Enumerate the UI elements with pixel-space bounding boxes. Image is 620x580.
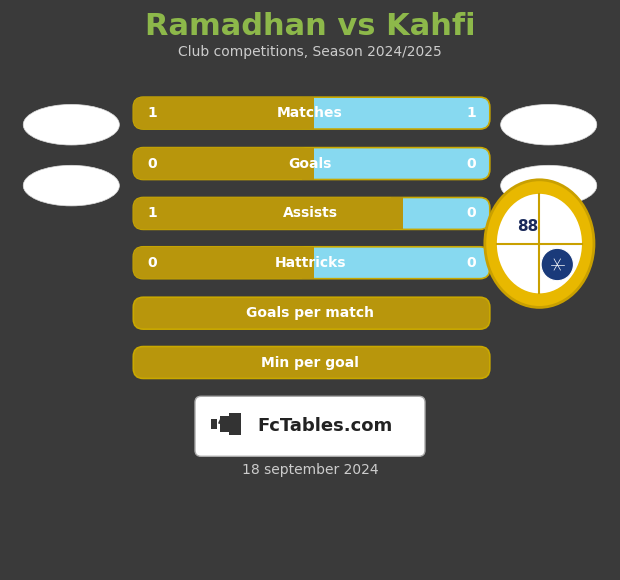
FancyBboxPatch shape [301, 148, 314, 180]
Ellipse shape [24, 104, 120, 145]
FancyBboxPatch shape [133, 247, 312, 278]
Text: 0: 0 [148, 256, 157, 270]
FancyBboxPatch shape [133, 148, 312, 180]
FancyBboxPatch shape [133, 247, 490, 278]
Ellipse shape [485, 180, 594, 307]
Text: FcTables.com: FcTables.com [257, 417, 392, 436]
FancyBboxPatch shape [301, 97, 314, 129]
Text: 1: 1 [148, 206, 157, 220]
FancyBboxPatch shape [229, 414, 241, 436]
Ellipse shape [501, 104, 596, 145]
FancyBboxPatch shape [133, 197, 490, 229]
Text: 1: 1 [148, 106, 157, 120]
Text: Goals per match: Goals per match [246, 306, 374, 320]
Ellipse shape [497, 194, 582, 293]
Text: 1: 1 [466, 106, 476, 120]
Text: Assists: Assists [283, 206, 337, 220]
Circle shape [541, 248, 574, 281]
FancyBboxPatch shape [391, 197, 402, 229]
FancyBboxPatch shape [133, 346, 490, 378]
Text: Matches: Matches [277, 106, 343, 120]
Text: 0: 0 [148, 157, 157, 171]
Text: 88: 88 [517, 219, 538, 234]
FancyBboxPatch shape [195, 396, 425, 456]
FancyBboxPatch shape [133, 297, 490, 329]
Text: 0: 0 [466, 157, 476, 171]
Text: Ramadhan vs Kahfi: Ramadhan vs Kahfi [144, 12, 476, 41]
Ellipse shape [24, 165, 120, 206]
Text: Club competitions, Season 2024/2025: Club competitions, Season 2024/2025 [178, 45, 442, 59]
FancyBboxPatch shape [220, 416, 229, 432]
FancyBboxPatch shape [133, 97, 490, 129]
Text: Min per goal: Min per goal [261, 356, 359, 369]
Text: Goals: Goals [288, 157, 332, 171]
Text: Hattricks: Hattricks [274, 256, 346, 270]
Ellipse shape [501, 165, 596, 206]
FancyBboxPatch shape [133, 97, 312, 129]
Text: 18 september 2024: 18 september 2024 [242, 463, 378, 477]
FancyBboxPatch shape [211, 419, 217, 429]
FancyBboxPatch shape [133, 197, 401, 229]
FancyBboxPatch shape [133, 148, 490, 180]
FancyBboxPatch shape [301, 247, 314, 278]
Text: 0: 0 [466, 256, 476, 270]
Text: 0: 0 [466, 206, 476, 220]
